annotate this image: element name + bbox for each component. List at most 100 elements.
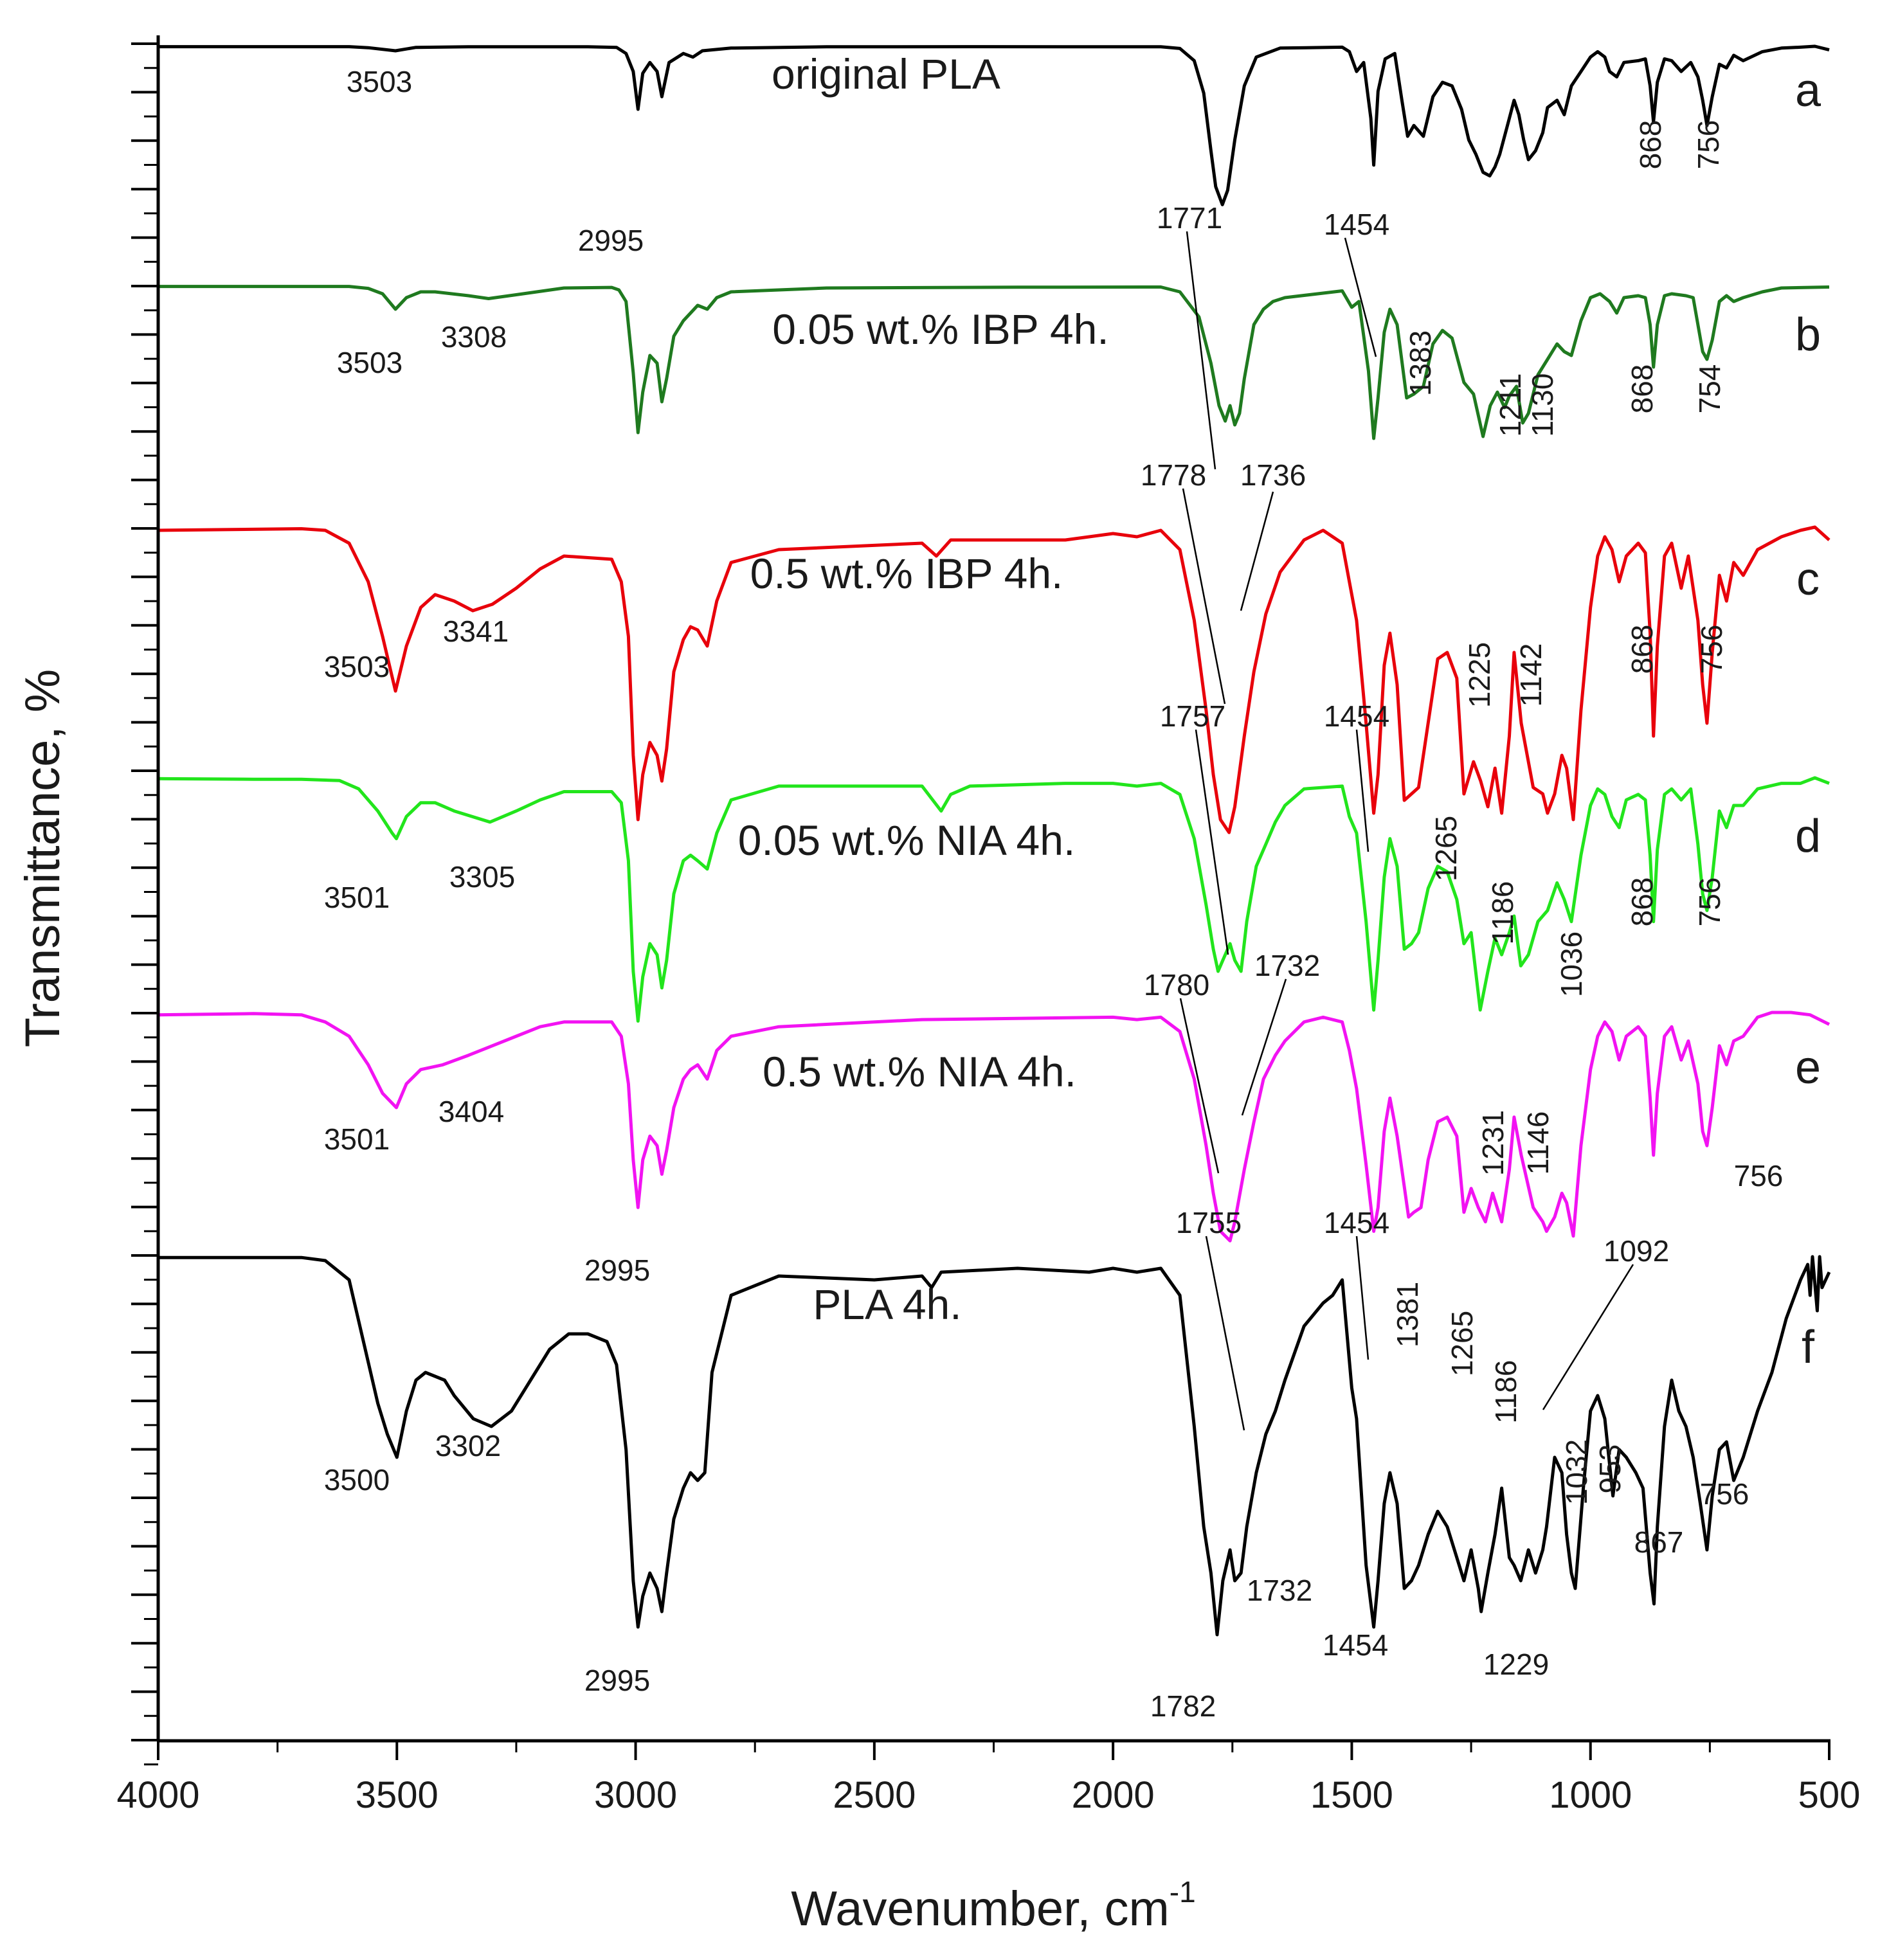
peak-label: 3302 <box>435 1429 501 1462</box>
x-tick-label: 2500 <box>833 1774 916 1816</box>
peak-label: 1755 <box>1176 1206 1242 1239</box>
spectra-curves <box>158 44 1831 1637</box>
peak-leader-line <box>1344 237 1377 357</box>
peak-label: 1036 <box>1555 931 1588 997</box>
peak-leader-line <box>1542 1264 1634 1410</box>
y-axis-title: Transmittance, % <box>15 669 70 1047</box>
series-curve-e <box>158 1011 1830 1243</box>
peak-label: 3500 <box>324 1463 390 1497</box>
series-letter: e <box>1795 1042 1821 1093</box>
peak-label: 1130 <box>1526 373 1559 437</box>
peak-label: 3404 <box>438 1095 504 1128</box>
peak-leader-line <box>1355 729 1369 852</box>
x-axis-title-text: Wavenumber, cm <box>791 1882 1169 1936</box>
peak-label: 756 <box>1700 1477 1749 1511</box>
series-curve-a <box>158 44 1830 206</box>
x-tick-label: 1000 <box>1549 1774 1632 1816</box>
peak-label: 3503 <box>337 346 402 379</box>
peak-label: 1092 <box>1604 1234 1669 1268</box>
peak-label: 868 <box>1625 877 1659 927</box>
series-letter: f <box>1802 1322 1815 1373</box>
x-tick-label: 2000 <box>1072 1774 1155 1816</box>
peak-leader-line <box>1179 998 1220 1174</box>
peak-label: 1454 <box>1324 699 1389 733</box>
peak-leader-line <box>1241 978 1287 1116</box>
peak-label: 754 <box>1693 364 1726 414</box>
x-axis-title-superscript: -1 <box>1170 1875 1196 1909</box>
peak-label: 756 <box>1693 877 1726 927</box>
peak-label: 3305 <box>449 860 515 894</box>
peak-leader-lines <box>1179 231 1634 1431</box>
peak-label: 1186 <box>1486 881 1519 945</box>
x-tick-label: 1500 <box>1310 1774 1393 1816</box>
series-label-f: PLA 4h. <box>813 1281 961 1328</box>
x-axis-title: Wavenumber, cm-1 <box>791 1875 1195 1936</box>
peak-label: 3341 <box>443 615 509 648</box>
peak-label: 1454 <box>1324 208 1389 241</box>
x-tick-label: 4000 <box>116 1774 199 1816</box>
peak-label: 1186 <box>1489 1360 1523 1424</box>
peak-label: 1771 <box>1157 201 1222 235</box>
peak-label: 1454 <box>1323 1628 1388 1662</box>
x-tick-label: 3500 <box>356 1774 438 1816</box>
series-label-b: 0.05 wt.% IBP 4h. <box>772 305 1108 353</box>
peak-label: 1780 <box>1144 968 1209 1002</box>
peak-label: 2995 <box>584 1664 650 1697</box>
peak-label: 1265 <box>1429 816 1463 881</box>
peak-label: 868 <box>1625 625 1659 674</box>
x-tick-label: 3000 <box>594 1774 677 1816</box>
peak-label: 1732 <box>1247 1574 1312 1607</box>
peak-label: 1757 <box>1160 699 1225 733</box>
peak-label: 953 <box>1593 1444 1627 1494</box>
peak-label: 756 <box>1695 625 1728 674</box>
peak-leader-line <box>1205 1236 1245 1431</box>
series-label-a: original PLA <box>772 50 1000 98</box>
series-letter: c <box>1796 553 1820 605</box>
peak-leader-line <box>1355 1236 1369 1360</box>
series-curve-b <box>158 285 1830 440</box>
peak-label: 1142 <box>1514 643 1548 707</box>
peak-label: 1229 <box>1483 1648 1549 1681</box>
peak-label: 2995 <box>578 224 644 257</box>
peak-label: 3501 <box>324 1122 390 1156</box>
peak-label: 1032 <box>1560 1439 1593 1505</box>
series-label-c: 0.5 wt.% IBP 4h. <box>750 550 1063 597</box>
peak-leader-line <box>1186 231 1216 470</box>
series-letter: d <box>1795 811 1821 862</box>
series-label-e: 0.5 wt.% NIA 4h. <box>763 1048 1076 1095</box>
x-axis-ticks: 4000 3500 3000 2500 2000 1500 1000 500 <box>116 1741 1860 1816</box>
peak-label: 1225 <box>1463 642 1496 708</box>
peak-label: 1732 <box>1254 949 1320 982</box>
peak-label: 3501 <box>324 881 390 914</box>
peak-leader-line <box>1240 491 1274 611</box>
peak-leader-line <box>1195 729 1229 955</box>
peak-label: 1146 <box>1521 1111 1555 1175</box>
series-letter: a <box>1795 65 1821 116</box>
series-letters: a b c d e f <box>1795 65 1821 1373</box>
peak-label: 1211 <box>1494 373 1527 437</box>
series-curve-c <box>158 525 1830 834</box>
series-curve-f <box>158 1255 1831 1637</box>
peak-label: 756 <box>1692 120 1725 170</box>
peak-label: 756 <box>1734 1159 1784 1192</box>
peak-label: 1736 <box>1240 458 1306 492</box>
peak-label: 1454 <box>1324 1206 1389 1239</box>
series-label-d: 0.05 wt.% NIA 4h. <box>738 816 1076 864</box>
peak-label: 1231 <box>1476 1110 1510 1176</box>
peak-label: 868 <box>1634 120 1667 170</box>
peak-label: 1381 <box>1391 1282 1424 1347</box>
peak-label: 867 <box>1634 1525 1684 1559</box>
peak-label: 1383 <box>1404 330 1437 396</box>
series-labels: original PLA 0.05 wt.% IBP 4h. 0.5 wt.% IB… <box>738 50 1109 1328</box>
y-axis-ticks <box>131 42 158 1766</box>
peak-label: 3503 <box>324 650 390 683</box>
peak-leader-line <box>1182 488 1226 705</box>
x-tick-label: 500 <box>1798 1774 1861 1816</box>
peak-label: 1782 <box>1150 1689 1216 1723</box>
peak-label: 1778 <box>1141 458 1206 492</box>
peak-label: 1265 <box>1445 1311 1479 1376</box>
peak-label: 868 <box>1625 364 1659 414</box>
series-letter: b <box>1795 309 1821 361</box>
